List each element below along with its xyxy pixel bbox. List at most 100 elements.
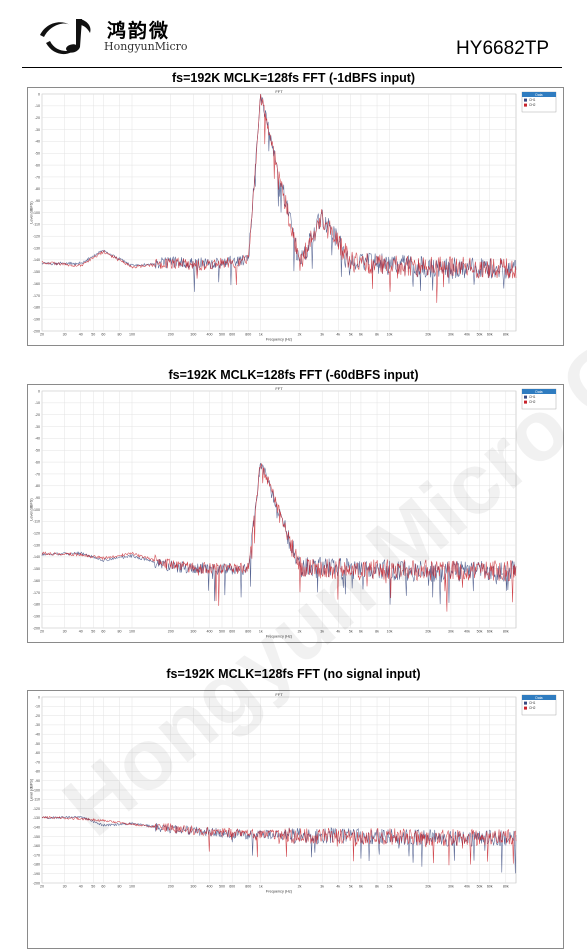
chart-3-heading: fs=192K MCLK=128fs FFT (no signal input)	[166, 667, 421, 681]
x-tick-label: 40	[79, 333, 83, 337]
legend-label: CH1	[529, 395, 536, 399]
x-tick-label: 500	[219, 885, 225, 889]
y-tick-label: -50	[35, 152, 40, 156]
y-tick-label: -180	[33, 863, 40, 867]
x-tick-label: 30k	[448, 630, 454, 634]
x-tick-label: 40k	[464, 885, 470, 889]
x-tick-label: 2k	[298, 885, 302, 889]
y-tick-label: -40	[35, 140, 40, 144]
x-tick-label: 40k	[464, 333, 470, 337]
chart-3-panel: FFT 0 -10 -20 -30 -40 -50 -60 -70 -80 -90 -100 -110 -…	[27, 690, 564, 949]
legend-label: CH2	[529, 400, 536, 404]
y-tick-label: -40	[35, 733, 40, 737]
y-tick-label: -90	[35, 199, 40, 203]
x-tick-label: 50	[91, 885, 95, 889]
x-tick-label: 80k	[503, 885, 509, 889]
x-tick-label: 10k	[387, 333, 393, 337]
y-tick-label: -10	[35, 401, 40, 405]
legend-label: CH2	[529, 706, 536, 710]
y-tick-label: -100	[33, 211, 40, 215]
y-tick-label: -190	[33, 317, 40, 321]
y-tick-label: -50	[35, 449, 40, 453]
y-tick-label: -100	[33, 508, 40, 512]
legend-swatch	[524, 395, 527, 399]
y-tick-label: -150	[33, 835, 40, 839]
x-axis-label: Frequency (Hz)	[266, 635, 293, 639]
legend-header	[522, 389, 556, 394]
y-tick-label: -160	[33, 282, 40, 286]
header-divider	[22, 67, 562, 68]
x-tick-label: 50	[91, 630, 95, 634]
x-tick-label: 6k	[359, 630, 363, 634]
x-tick-label: 50	[91, 333, 95, 337]
legend-header	[522, 695, 556, 700]
x-tick-label: 100	[129, 333, 135, 337]
y-tick-label: -60	[35, 751, 40, 755]
y-tick-label: -60	[35, 460, 40, 464]
y-tick-label: -60	[35, 163, 40, 167]
chart-title: FFT	[275, 692, 283, 697]
x-tick-label: 80k	[503, 333, 509, 337]
chart-1-panel: FFT 0 -10 -20 -30 -40 -50 -60 -70 -80 -90 -100 -110 -…	[27, 87, 564, 346]
x-tick-label: 40	[79, 630, 83, 634]
y-tick-label: -130	[33, 816, 40, 820]
y-tick-label: -10	[35, 705, 40, 709]
x-tick-label: 4k	[336, 630, 340, 634]
x-tick-label: 60	[101, 885, 105, 889]
part-number: HY6682TP	[456, 38, 549, 59]
legend-label: CH2	[529, 103, 536, 107]
x-tick-label: 1k	[259, 630, 263, 634]
y-tick-label: -70	[35, 175, 40, 179]
y-tick-label: -120	[33, 532, 40, 536]
x-tick-label: 100	[129, 885, 135, 889]
legend-swatch	[524, 706, 527, 710]
x-tick-label: 50k	[477, 630, 483, 634]
y-tick-label: -170	[33, 853, 40, 857]
logo-english-text: HongyunMicro	[104, 40, 188, 53]
y-tick-label: -180	[33, 306, 40, 310]
series-line-ch1	[41, 462, 517, 605]
x-axis-label: Frequency (Hz)	[266, 890, 293, 894]
x-tick-label: 20	[40, 630, 44, 634]
x-tick-label: 3k	[320, 333, 324, 337]
y-tick-label: -180	[33, 603, 40, 607]
y-tick-label: -30	[35, 425, 40, 429]
chart-2-heading: fs=192K MCLK=128fs FFT (-60dBFS input)	[168, 368, 419, 382]
x-tick-label: 40	[79, 885, 83, 889]
y-tick-label: -120	[33, 235, 40, 239]
y-axis-label: Level (dBFS)	[30, 498, 34, 521]
series-line-ch2	[41, 815, 517, 866]
x-tick-label: 80	[118, 885, 122, 889]
x-tick-label: 5k	[349, 333, 353, 337]
y-tick-label: -20	[35, 116, 40, 120]
chart-2-panel: FFT 0 -10 -20 -30 -40 -50 -60 -70 -80 -90 -100 -110 -…	[27, 384, 564, 643]
y-tick-label: -130	[33, 246, 40, 250]
y-tick-label: -140	[33, 826, 40, 830]
y-tick-label: -190	[33, 872, 40, 876]
y-tick-label: -20	[35, 413, 40, 417]
y-tick-label: 0	[38, 92, 40, 96]
x-tick-label: 400	[207, 333, 213, 337]
y-tick-label: -100	[33, 788, 40, 792]
x-tick-label: 800	[245, 885, 251, 889]
y-tick-label: -30	[35, 723, 40, 727]
y-tick-label: -200	[33, 881, 40, 885]
x-tick-label: 5k	[349, 630, 353, 634]
legend-swatch	[524, 701, 527, 705]
y-tick-label: -70	[35, 760, 40, 764]
series-line-ch1	[41, 93, 517, 292]
y-tick-label: -70	[35, 472, 40, 476]
x-tick-label: 20k	[425, 885, 431, 889]
x-tick-label: 8k	[375, 630, 379, 634]
y-tick-label: -10	[35, 104, 40, 108]
x-tick-label: 30	[63, 630, 67, 634]
x-tick-label: 60k	[487, 630, 493, 634]
x-tick-label: 2k	[298, 333, 302, 337]
x-tick-label: 30k	[448, 885, 454, 889]
y-tick-label: -80	[35, 484, 40, 488]
y-tick-label: -30	[35, 128, 40, 132]
x-tick-label: 500	[219, 333, 225, 337]
x-tick-label: 40k	[464, 630, 470, 634]
x-tick-label: 6k	[359, 333, 363, 337]
y-axis-label: Level (dBFS)	[30, 778, 34, 801]
